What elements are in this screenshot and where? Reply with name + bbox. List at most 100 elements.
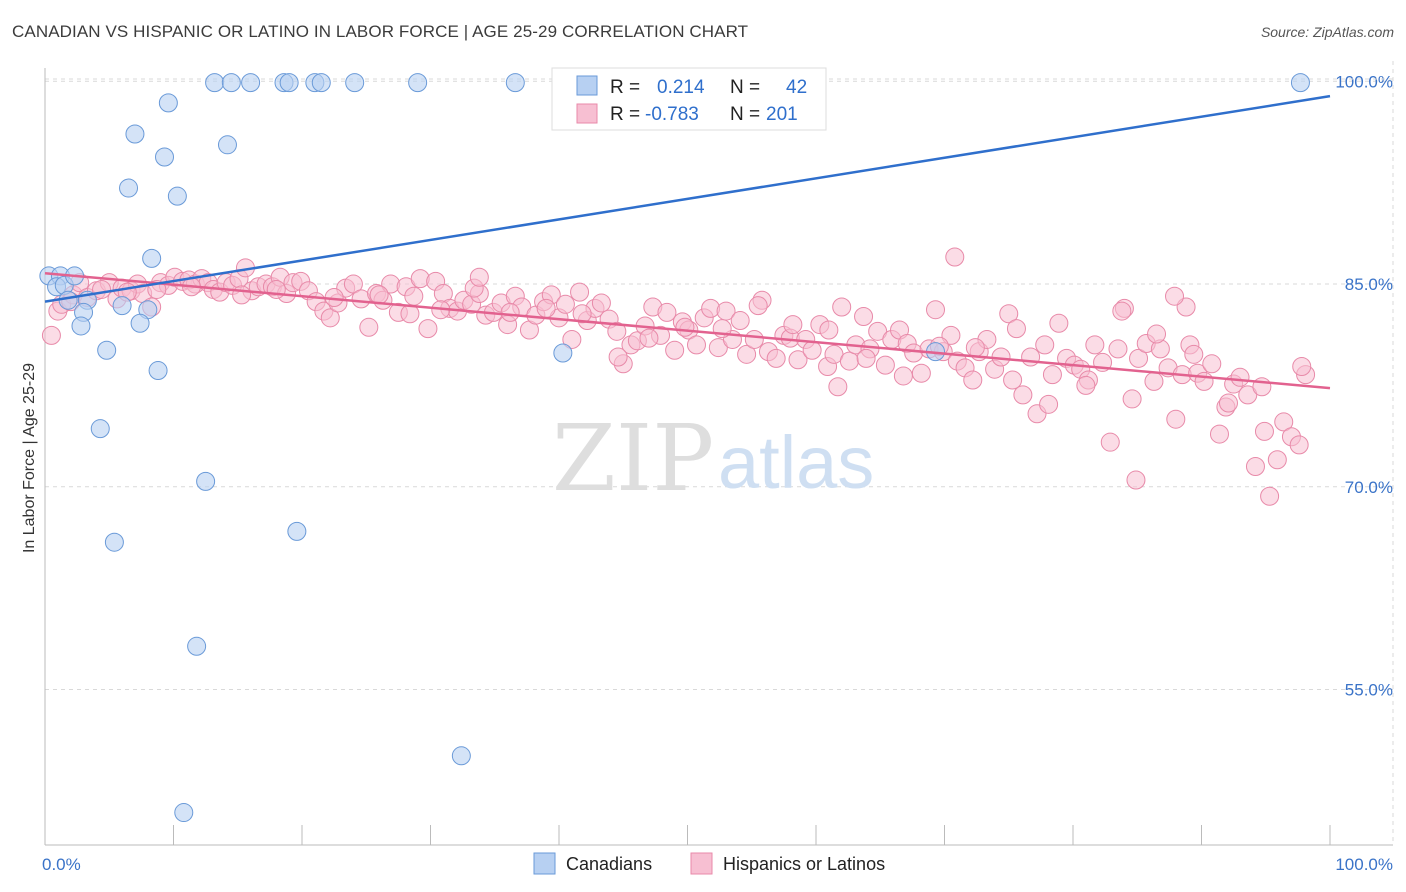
hispanics-point [1274, 412, 1294, 432]
hispanics-point [744, 329, 764, 349]
hispanics-point [359, 317, 379, 337]
canadians-points [39, 73, 1310, 823]
hispanics-point [1042, 365, 1062, 385]
hispanics-point [1165, 286, 1185, 306]
hispanics-point [657, 302, 677, 322]
hispanics-point [1254, 421, 1274, 441]
hispanics-point [1112, 301, 1132, 321]
stats-legend-swatch-blue [576, 75, 598, 96]
hispanics-point [856, 348, 876, 368]
canadians-point [217, 135, 237, 155]
hispanics-point [701, 298, 721, 318]
canadians-point [279, 73, 299, 93]
hispanics-point [1230, 367, 1250, 387]
hispanics-point [555, 294, 575, 314]
hispanics-point [686, 335, 706, 355]
hispanics-point [1076, 375, 1096, 395]
watermark-zip: ZIP [552, 405, 714, 512]
hispanics-point [1003, 370, 1023, 390]
stats-legend: R = 0.214 N = 42 R = -0.783 N = 201 [551, 67, 827, 131]
hispanics-point [607, 321, 627, 341]
y-tick-label: 70.0% [1345, 478, 1393, 497]
series-legend: Canadians Hispanics or Latinos [533, 852, 885, 875]
hispanics-point [748, 296, 768, 316]
hispanics-point [1238, 385, 1258, 405]
hispanics-point [675, 317, 695, 337]
hispanics-point [766, 348, 786, 368]
hispanics-point [1209, 424, 1229, 444]
hispanics-point [832, 297, 852, 317]
canadians-point [90, 419, 110, 439]
hispanics-point [1100, 432, 1120, 452]
gridlines: 100.0% 85.0% 70.0% 55.0% [45, 61, 1394, 845]
y-tick-label: 100.0% [1335, 72, 1393, 91]
stats-legend-n-label: N = [730, 77, 760, 98]
canadians-point [167, 186, 187, 206]
watermark-atlas: atlas [718, 421, 874, 504]
hispanics-point [418, 319, 438, 339]
hispanics-point [639, 328, 659, 348]
hispanics-point [1202, 354, 1222, 374]
hispanics-point [1166, 409, 1186, 429]
canadians-point [287, 521, 307, 541]
hispanics-point [665, 340, 685, 360]
axes [44, 68, 1393, 846]
hispanics-point [266, 279, 286, 299]
hispanics-point [1289, 435, 1309, 455]
stats-legend-r-label: R = [610, 104, 640, 125]
x-tick-max: 100.0% [1335, 855, 1393, 874]
hispanics-point [868, 321, 888, 341]
canadians-point [119, 178, 139, 198]
hispanics-point [1122, 389, 1142, 409]
canadians-point [505, 73, 525, 93]
hispanics-point [1039, 394, 1059, 414]
canadians-point [187, 636, 207, 656]
legend-label-hispanics: Hispanics or Latinos [723, 854, 885, 874]
canadians-point [148, 361, 168, 381]
hispanics-point [232, 285, 252, 305]
canadians-point [1290, 73, 1310, 93]
trend-lines [44, 94, 1331, 390]
canadians-point [196, 471, 216, 491]
stats-legend-swatch-pink [576, 103, 598, 124]
canadians-point [112, 296, 132, 316]
hispanics-point [410, 269, 430, 289]
watermark: ZIP atlas [552, 405, 874, 512]
hispanics-point [608, 347, 628, 367]
hispanics-point [1049, 313, 1069, 333]
hispanics-point [591, 293, 611, 313]
hispanics-point [1013, 385, 1033, 405]
canadians-point [71, 316, 91, 336]
canadians-point [130, 313, 150, 333]
legend-swatch-canadians [533, 852, 556, 875]
hispanics-point [343, 274, 363, 294]
hispanics-point [819, 320, 839, 340]
hispanics-point [1129, 348, 1149, 368]
chart-source: Source: ZipAtlas.com [1260, 24, 1394, 40]
canadians-point [142, 248, 162, 268]
hispanics-point [1108, 339, 1128, 359]
canadians-point [221, 73, 241, 93]
hispanics-point [999, 304, 1019, 324]
canadians-point [125, 124, 145, 144]
y-tick-label: 55.0% [1345, 681, 1393, 700]
hispanics-point [911, 363, 931, 383]
canadians-trend-line [44, 94, 1331, 303]
canadians-point [97, 340, 117, 360]
hispanics-point [926, 300, 946, 320]
hispanics-point [1126, 470, 1146, 490]
stats-legend-n-value: 201 [766, 104, 798, 125]
hispanics-point [828, 377, 848, 397]
hispanics-point [570, 282, 590, 302]
canadians-point [311, 73, 331, 93]
hispanics-point [1035, 335, 1055, 355]
hispanics-point [1021, 347, 1041, 367]
hispanics-point [1292, 356, 1312, 376]
canadians-point [158, 93, 178, 113]
canadians-point [205, 73, 225, 93]
hispanics-point [965, 338, 985, 358]
canadians-point [174, 803, 194, 823]
hispanics-point [945, 247, 965, 267]
hispanics-point [1245, 457, 1265, 477]
stats-legend-r-value: 0.214 [657, 77, 705, 98]
